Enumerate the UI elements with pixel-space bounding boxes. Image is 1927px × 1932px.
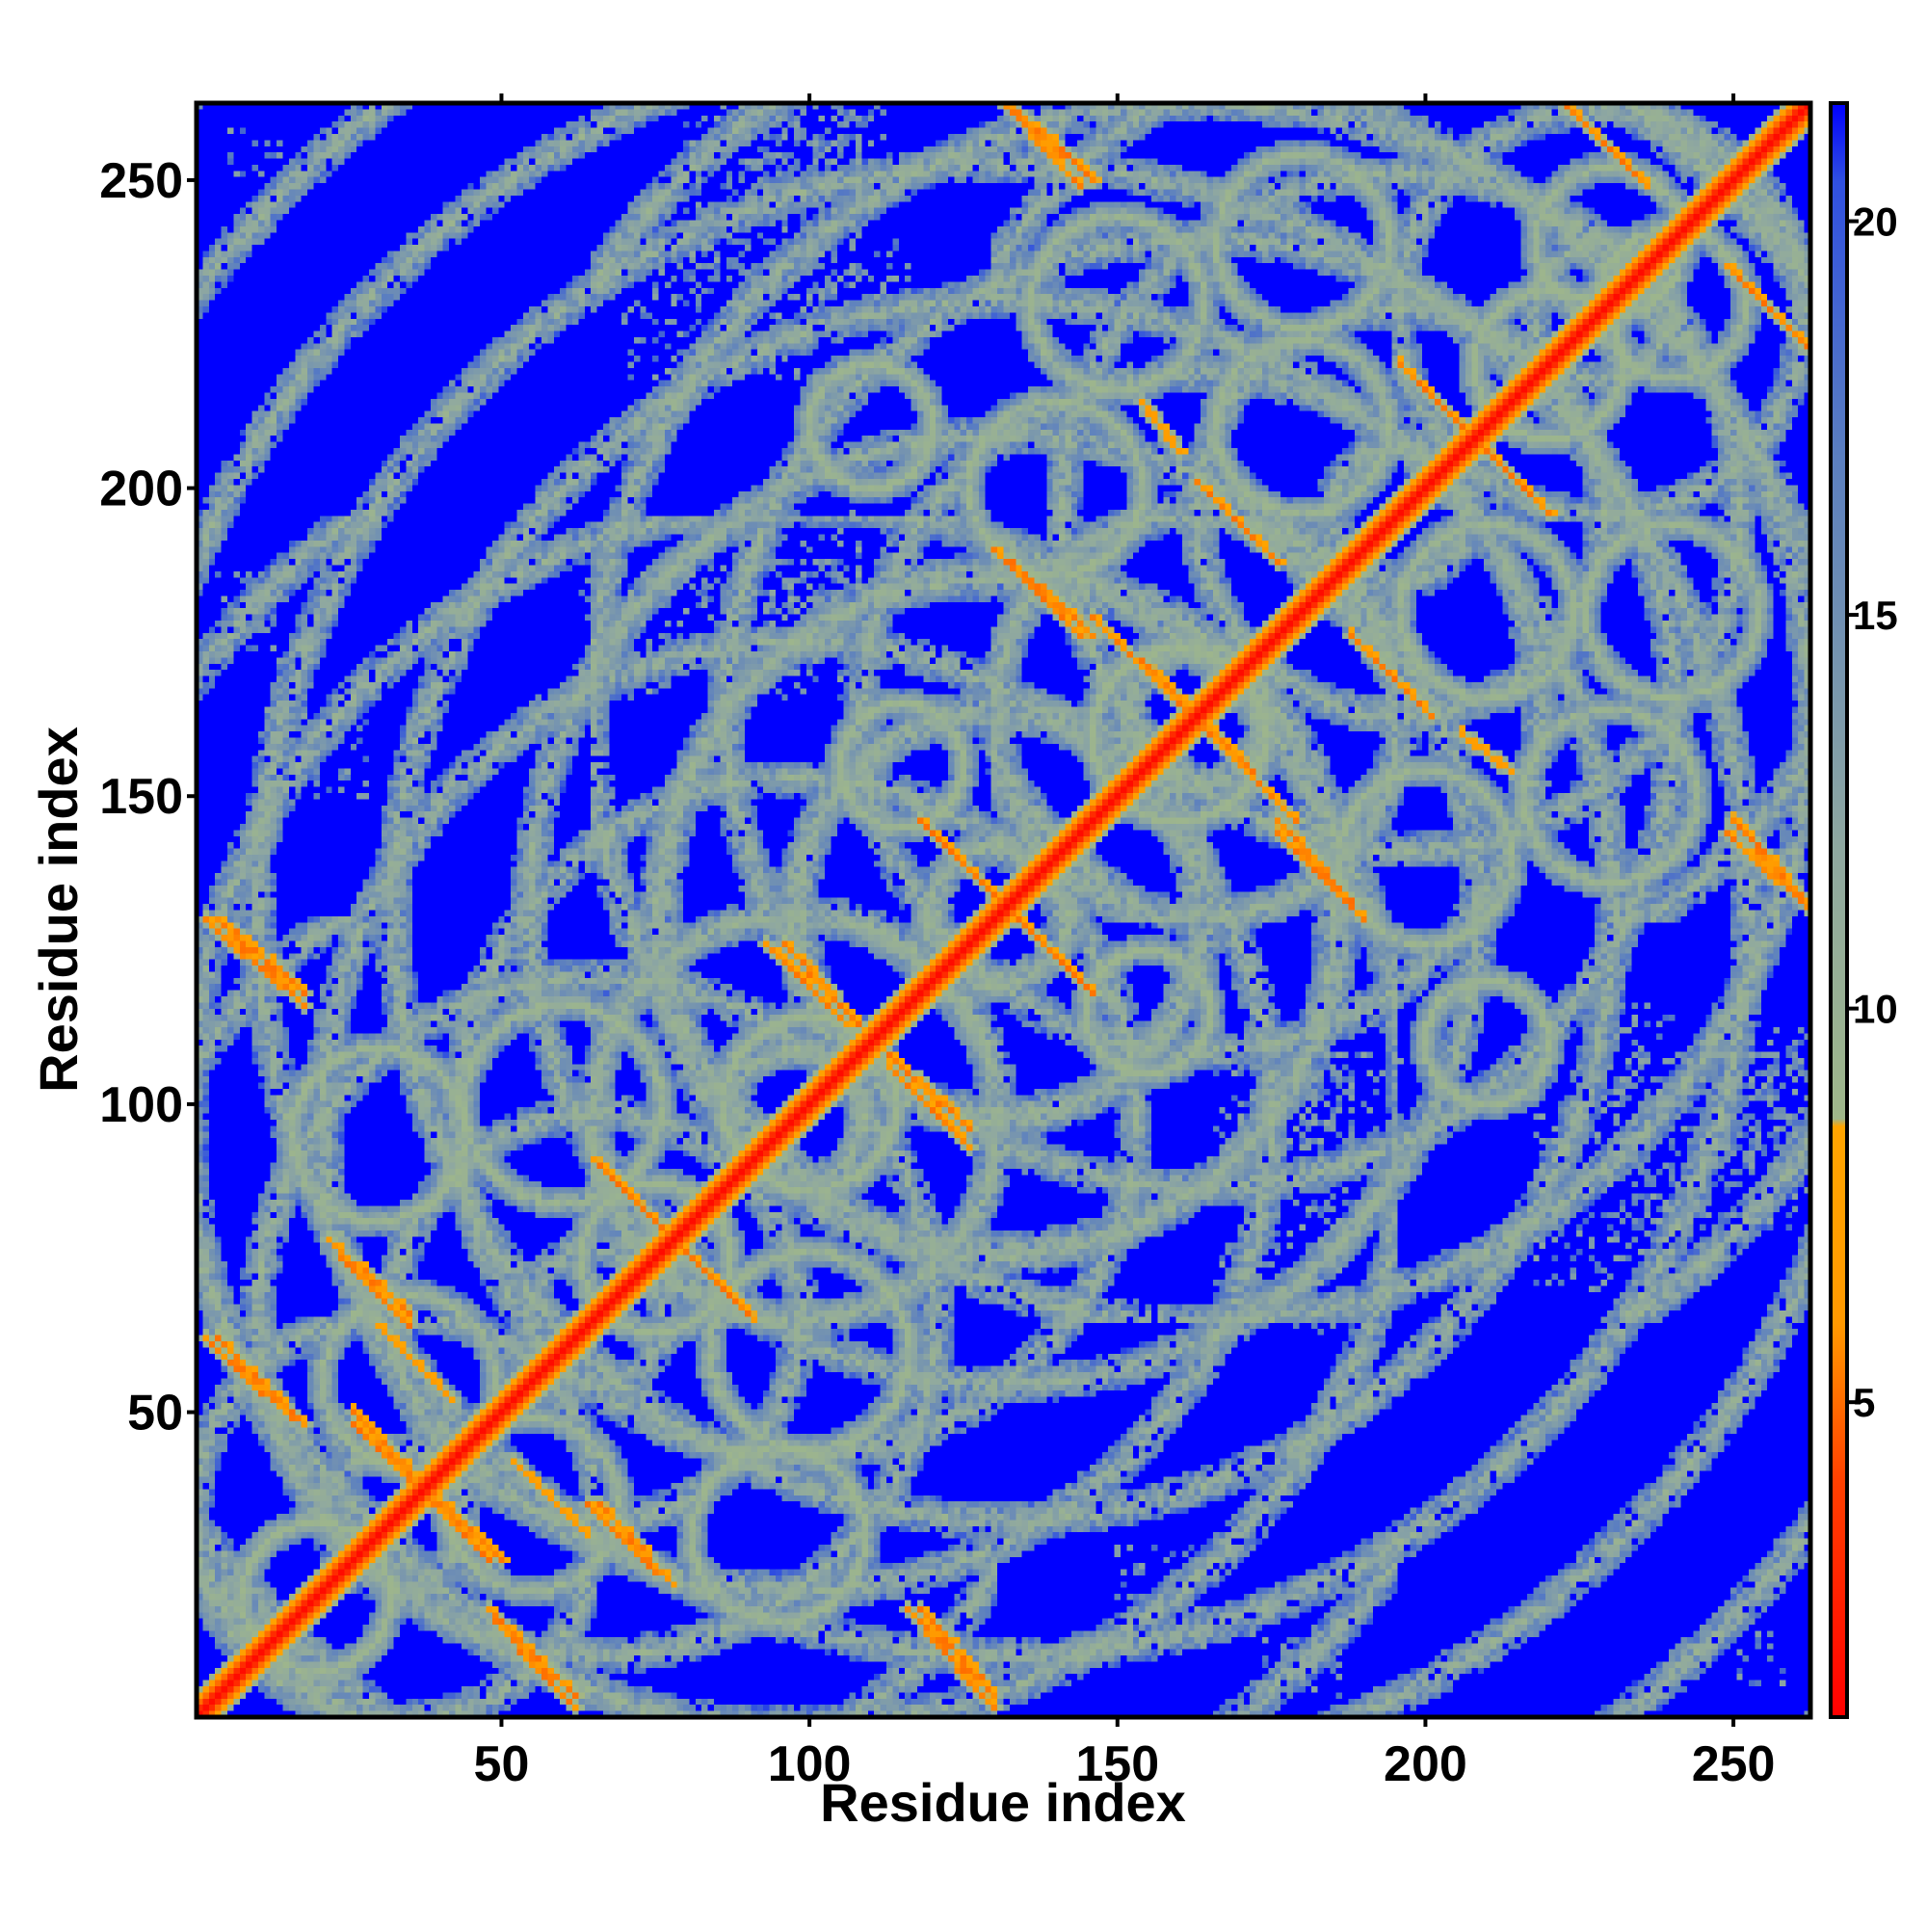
colorbar-tick-label: 10 <box>1853 987 1898 1032</box>
y-tick-label: 50 <box>127 1386 183 1442</box>
heatmap-cells <box>197 103 1810 1717</box>
x-tick-label: 100 <box>768 1736 852 1792</box>
y-tick-label: 200 <box>99 462 183 517</box>
x-tick-label: 50 <box>474 1736 530 1792</box>
colorbar-ticks: 5 10 15 20 <box>1847 199 1898 1425</box>
y-tick-label: 250 <box>99 153 183 209</box>
y-tick-label: 150 <box>99 769 183 825</box>
colorbar-tick-label: 5 <box>1853 1380 1875 1425</box>
x-tick-label: 250 <box>1692 1736 1776 1792</box>
colorbar: 5 10 15 20 <box>1829 101 1898 1719</box>
x-tick-label: 200 <box>1384 1736 1467 1792</box>
y-axis: 50 100 150 200 250 <box>99 153 197 1442</box>
colorbar-gradient <box>1829 101 1849 1719</box>
y-tick-label: 100 <box>99 1077 183 1133</box>
colorbar-tick-label: 20 <box>1853 199 1898 245</box>
y-axis-title: Residue index <box>28 727 89 1093</box>
colorbar-tick-label: 15 <box>1853 593 1898 638</box>
x-axis: 50 100 150 200 250 <box>474 93 1776 1792</box>
x-tick-label: 150 <box>1075 1736 1159 1792</box>
x-axis-title: Residue index <box>820 1772 1186 1833</box>
heatmap-area <box>197 103 1810 1717</box>
plot-frame <box>194 100 1813 1720</box>
